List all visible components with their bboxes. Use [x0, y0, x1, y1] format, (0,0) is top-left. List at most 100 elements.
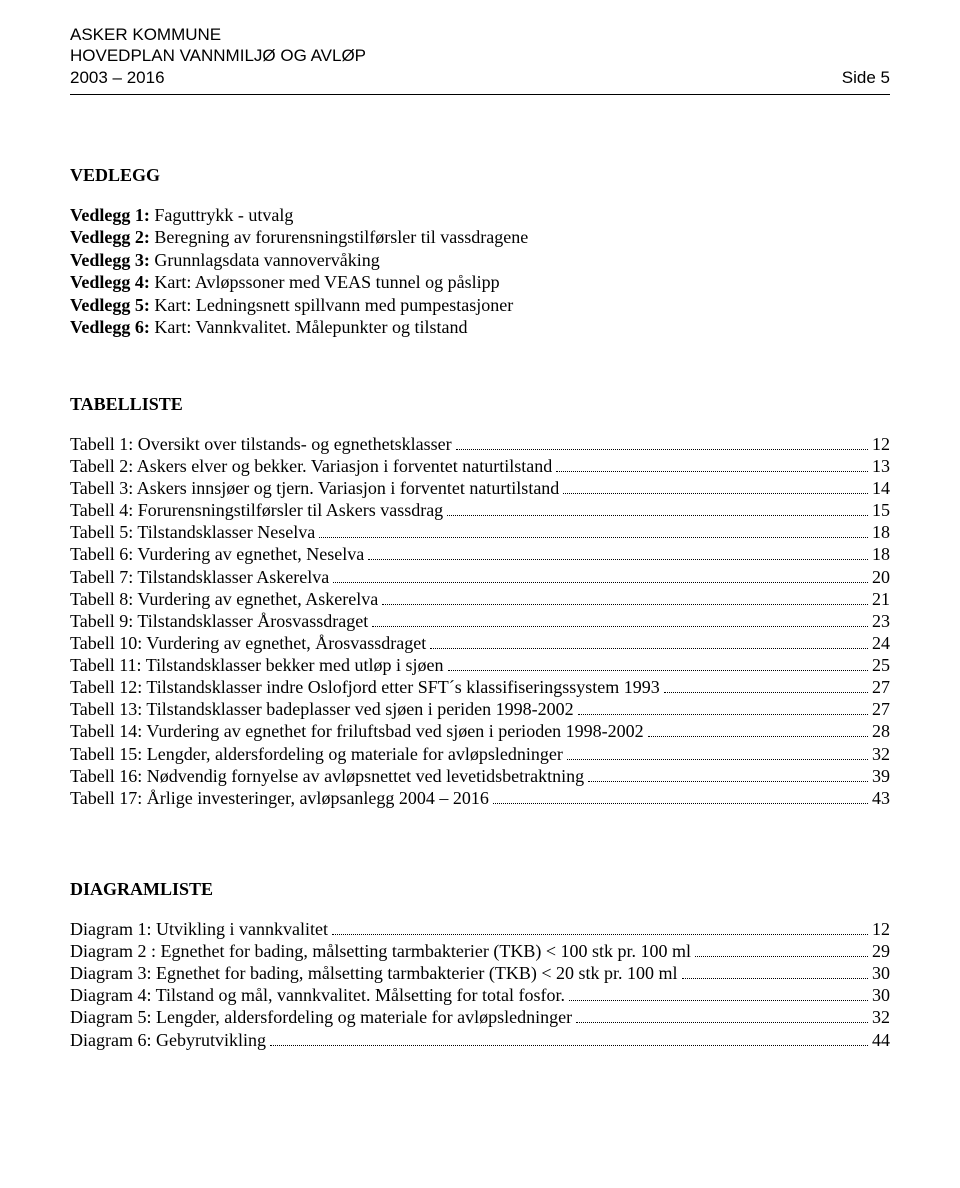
toc-entry-label: Tabell 1: Oversikt over tilstands- og eg… [70, 433, 452, 455]
toc-entry-page: 30 [872, 962, 890, 984]
toc-entry-page: 13 [872, 455, 890, 477]
vedlegg-item: Vedlegg 5: Kart: Ledningsnett spillvann … [70, 294, 890, 317]
toc-dot-leader [270, 1035, 868, 1046]
toc-entry-page: 21 [872, 588, 890, 610]
toc-entry-page: 20 [872, 566, 890, 588]
toc-dot-leader [456, 439, 868, 450]
table-toc-row: Tabell 8: Vurdering av egnethet, Askerel… [70, 588, 890, 610]
toc-dot-leader [588, 771, 868, 782]
toc-entry-page: 18 [872, 543, 890, 565]
toc-dot-leader [563, 483, 868, 494]
toc-entry-label: Tabell 15: Lengder, aldersfordeling og m… [70, 743, 563, 765]
toc-entry-page: 27 [872, 698, 890, 720]
vedlegg-title: VEDLEGG [70, 165, 890, 186]
table-toc-row: Tabell 3: Askers innsjøer og tjern. Vari… [70, 477, 890, 499]
table-toc-row: Tabell 9: Tilstandsklasser Årosvassdrage… [70, 610, 890, 632]
vedlegg-item: Vedlegg 3: Grunnlagsdata vannovervåking [70, 249, 890, 272]
toc-dot-leader [430, 638, 868, 649]
toc-entry-label: Diagram 6: Gebyrutvikling [70, 1029, 266, 1051]
toc-entry-page: 28 [872, 720, 890, 742]
vedlegg-item: Vedlegg 6: Kart: Vannkvalitet. Målepunkt… [70, 316, 890, 339]
header-date-range: 2003 – 2016 [70, 67, 165, 88]
vedlegg-label: Vedlegg 1: [70, 205, 150, 225]
toc-entry-page: 23 [872, 610, 890, 632]
vedlegg-label: Vedlegg 5: [70, 295, 150, 315]
toc-dot-leader [333, 572, 868, 583]
diagram-toc-row: Diagram 6: Gebyrutvikling 44 [70, 1029, 890, 1051]
table-toc-row: Tabell 7: Tilstandsklasser Askerelva 20 [70, 566, 890, 588]
toc-entry-label: Tabell 6: Vurdering av egnethet, Neselva [70, 543, 364, 565]
toc-entry-page: 32 [872, 1006, 890, 1028]
vedlegg-label: Vedlegg 6: [70, 317, 150, 337]
header-line-3: 2003 – 2016 Side 5 [70, 67, 890, 88]
toc-entry-page: 27 [872, 676, 890, 698]
diagramliste: Diagram 1: Utvikling i vannkvalitet 12Di… [70, 918, 890, 1051]
toc-entry-label: Tabell 16: Nødvendig fornyelse av avløps… [70, 765, 584, 787]
vedlegg-text: Beregning av forurensningstilførsler til… [150, 227, 528, 247]
table-toc-row: Tabell 11: Tilstandsklasser bekker med u… [70, 654, 890, 676]
header-line-1: ASKER KOMMUNE [70, 24, 890, 45]
page-header: ASKER KOMMUNE HOVEDPLAN VANNMILJØ OG AVL… [70, 24, 890, 95]
table-toc-row: Tabell 2: Askers elver og bekker. Varias… [70, 455, 890, 477]
vedlegg-item: Vedlegg 1: Faguttrykk - utvalg [70, 204, 890, 227]
toc-entry-label: Tabell 13: Tilstandsklasser badeplasser … [70, 698, 574, 720]
vedlegg-text: Kart: Vannkvalitet. Målepunkter og tilst… [150, 317, 468, 337]
toc-entry-label: Diagram 5: Lengder, aldersfordeling og m… [70, 1006, 572, 1028]
toc-entry-label: Diagram 4: Tilstand og mål, vannkvalitet… [70, 984, 565, 1006]
table-toc-row: Tabell 4: Forurensningstilførsler til As… [70, 499, 890, 521]
toc-dot-leader [682, 968, 868, 979]
toc-entry-label: Tabell 12: Tilstandsklasser indre Oslofj… [70, 676, 660, 698]
toc-entry-page: 25 [872, 654, 890, 676]
toc-dot-leader [372, 616, 868, 627]
table-toc-row: Tabell 10: Vurdering av egnethet, Årosva… [70, 632, 890, 654]
toc-entry-label: Tabell 14: Vurdering av egnethet for fri… [70, 720, 644, 742]
table-toc-row: Tabell 14: Vurdering av egnethet for fri… [70, 720, 890, 742]
toc-entry-page: 24 [872, 632, 890, 654]
table-toc-row: Tabell 12: Tilstandsklasser indre Oslofj… [70, 676, 890, 698]
header-divider [70, 94, 890, 95]
toc-entry-page: 12 [872, 918, 890, 940]
page-container: ASKER KOMMUNE HOVEDPLAN VANNMILJØ OG AVL… [0, 0, 960, 1091]
tabelliste-title: TABELLISTE [70, 394, 890, 415]
tabelliste: Tabell 1: Oversikt over tilstands- og eg… [70, 433, 890, 809]
toc-dot-leader [648, 726, 868, 737]
toc-dot-leader [448, 660, 868, 671]
toc-dot-leader [368, 549, 868, 560]
toc-dot-leader [578, 704, 868, 715]
table-toc-row: Tabell 17: Årlige investeringer, avløpsa… [70, 787, 890, 809]
toc-entry-label: Tabell 10: Vurdering av egnethet, Årosva… [70, 632, 426, 654]
toc-dot-leader [556, 461, 868, 472]
toc-entry-label: Tabell 9: Tilstandsklasser Årosvassdrage… [70, 610, 368, 632]
toc-entry-label: Tabell 3: Askers innsjøer og tjern. Vari… [70, 477, 559, 499]
toc-entry-page: 44 [872, 1029, 890, 1051]
toc-entry-label: Tabell 7: Tilstandsklasser Askerelva [70, 566, 329, 588]
table-toc-row: Tabell 6: Vurdering av egnethet, Neselva… [70, 543, 890, 565]
toc-entry-label: Diagram 3: Egnethet for bading, målsetti… [70, 962, 678, 984]
toc-dot-leader [382, 594, 868, 605]
toc-dot-leader [493, 793, 868, 804]
toc-entry-label: Tabell 17: Årlige investeringer, avløpsa… [70, 787, 489, 809]
vedlegg-text: Kart: Avløpssoner med VEAS tunnel og pås… [150, 272, 500, 292]
vedlegg-text: Faguttrykk - utvalg [150, 205, 293, 225]
toc-entry-label: Tabell 5: Tilstandsklasser Neselva [70, 521, 315, 543]
diagram-toc-row: Diagram 2 : Egnethet for bading, målsett… [70, 940, 890, 962]
vedlegg-text: Kart: Ledningsnett spillvann med pumpest… [150, 295, 513, 315]
table-toc-row: Tabell 5: Tilstandsklasser Neselva 18 [70, 521, 890, 543]
toc-dot-leader [569, 990, 868, 1001]
table-toc-row: Tabell 1: Oversikt over tilstands- og eg… [70, 433, 890, 455]
vedlegg-label: Vedlegg 3: [70, 250, 150, 270]
toc-dot-leader [332, 924, 868, 935]
toc-entry-page: 39 [872, 765, 890, 787]
toc-entry-label: Diagram 2 : Egnethet for bading, målsett… [70, 940, 691, 962]
toc-entry-page: 18 [872, 521, 890, 543]
toc-dot-leader [447, 505, 868, 516]
vedlegg-label: Vedlegg 2: [70, 227, 150, 247]
toc-entry-label: Tabell 2: Askers elver og bekker. Varias… [70, 455, 552, 477]
vedlegg-item: Vedlegg 2: Beregning av forurensningstil… [70, 226, 890, 249]
toc-dot-leader [664, 682, 868, 693]
toc-dot-leader [567, 749, 868, 760]
toc-entry-label: Tabell 8: Vurdering av egnethet, Askerel… [70, 588, 378, 610]
toc-entry-page: 15 [872, 499, 890, 521]
table-toc-row: Tabell 13: Tilstandsklasser badeplasser … [70, 698, 890, 720]
vedlegg-text: Grunnlagsdata vannovervåking [150, 250, 380, 270]
